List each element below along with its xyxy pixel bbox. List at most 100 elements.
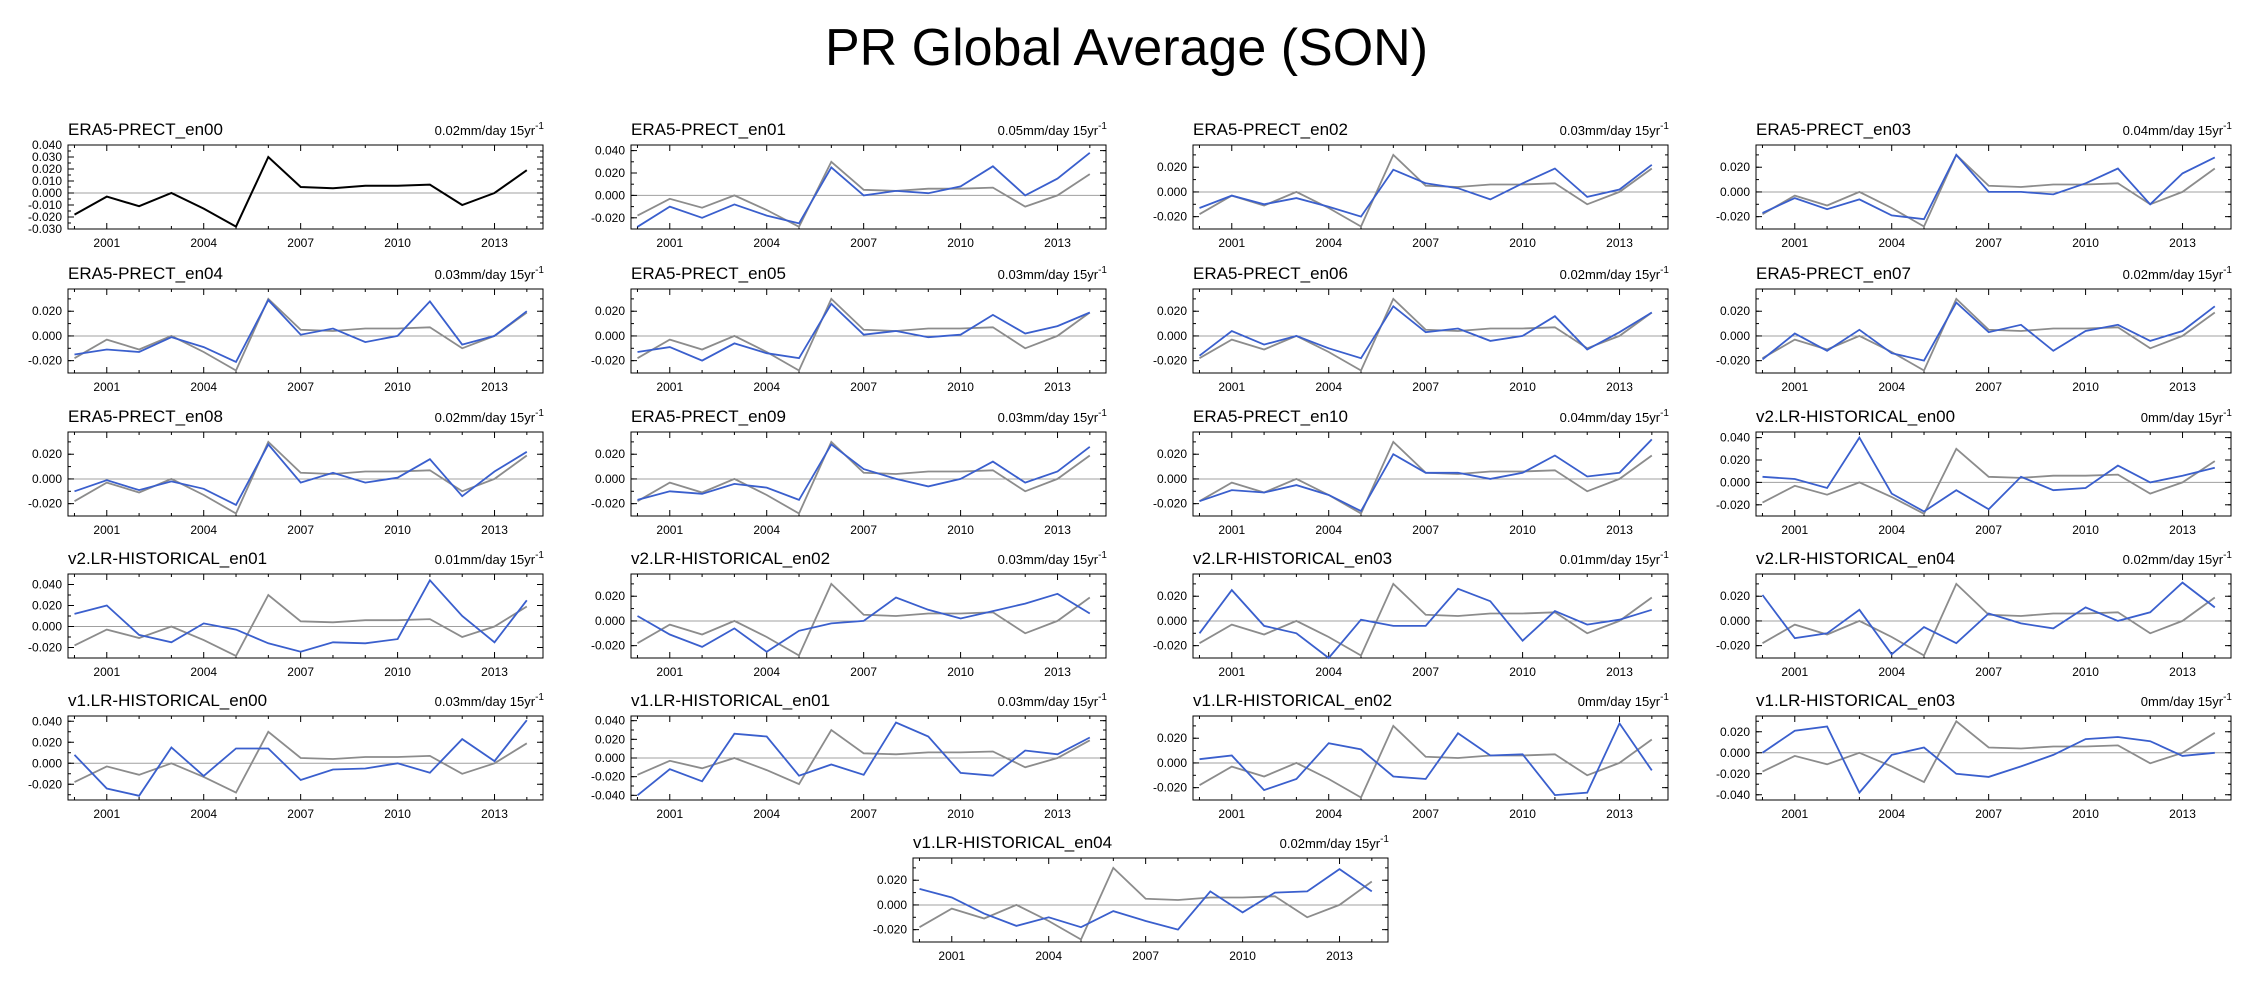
- x-tick-label: 2004: [190, 523, 217, 537]
- observed-series-line: [1762, 297, 2216, 372]
- panel-title: v2.LR-HISTORICAL_en03: [1193, 549, 1392, 568]
- x-tick-label: 2010: [1509, 236, 1536, 250]
- x-tick-label: 2001: [1781, 380, 1808, 394]
- panel-trend-label: 0mm/day 15yr-1: [1578, 692, 1670, 709]
- y-tick-label: 0.000: [595, 614, 625, 628]
- panel-title: ERA5-PRECT_en10: [1193, 407, 1348, 426]
- y-tick-label: 0.000: [1157, 329, 1187, 343]
- panel-title: v1.LR-HISTORICAL_en00: [68, 691, 267, 710]
- x-tick-label: 2004: [753, 236, 780, 250]
- y-tick-label: 0.000: [1720, 746, 1750, 760]
- y-tick-label: 0.020: [32, 447, 62, 461]
- plot-frame: [1192, 288, 1669, 374]
- observed-series-line: [1199, 724, 1653, 799]
- y-tick-label: 0.020: [595, 166, 625, 180]
- x-tick-label: 2004: [1315, 380, 1342, 394]
- x-tick-label: 2004: [1315, 807, 1342, 821]
- x-tick-label: 2013: [481, 380, 508, 394]
- x-tick-label: 2013: [2169, 380, 2196, 394]
- plot-frame: [67, 715, 544, 801]
- x-tick-label: 2010: [947, 236, 974, 250]
- panel: v2.LR-HISTORICAL_en02 0.03mm/day 15yr-1 0.…: [591, 549, 1107, 679]
- x-tick-label: 2007: [1132, 949, 1159, 963]
- observed-series-line: [74, 155, 528, 228]
- model-series-line: [1198, 304, 1653, 360]
- x-tick-label: 2007: [1412, 380, 1439, 394]
- observed-series-line: [1762, 719, 2216, 784]
- x-tick-label: 2010: [2072, 665, 2099, 679]
- x-tick-label: 2001: [1218, 665, 1245, 679]
- x-tick-label: 2007: [1412, 236, 1439, 250]
- panel-title: v1.LR-HISTORICAL_en01: [631, 691, 830, 710]
- x-tick-label: 2007: [1412, 665, 1439, 679]
- model-series-line: [74, 298, 528, 364]
- x-tick-label: 2013: [481, 523, 508, 537]
- x-tick-label: 2010: [947, 807, 974, 821]
- panel-title: v2.LR-HISTORICAL_en01: [68, 549, 267, 568]
- x-tick-label: 2001: [93, 807, 120, 821]
- x-tick-label: 2007: [287, 523, 314, 537]
- y-tick-label: 0.000: [1720, 185, 1750, 199]
- y-tick-label: -0.040: [1716, 788, 1750, 802]
- y-tick-label: 0.000: [32, 472, 62, 486]
- x-tick-label: 2001: [1781, 807, 1808, 821]
- plot-frame: [1755, 573, 2232, 659]
- x-tick-label: 2010: [2072, 807, 2099, 821]
- panel: ERA5-PRECT_en09 0.03mm/day 15yr-1 0.020 0.0…: [591, 407, 1107, 537]
- panel-trend-label: 0.04mm/day 15yr-1: [2123, 121, 2233, 138]
- x-tick-label: 2001: [1781, 665, 1808, 679]
- panel-title: ERA5-PRECT_en03: [1756, 120, 1911, 139]
- panel-trend-label: 0mm/day 15yr-1: [2141, 408, 2233, 425]
- model-series-line: [1761, 301, 2216, 362]
- model-series-line: [919, 868, 1373, 931]
- y-tick-label: 0.020: [32, 599, 62, 613]
- y-tick-label: 0.000: [877, 898, 907, 912]
- y-tick-label: 0.040: [32, 578, 62, 592]
- panel-trend-label: 0.02mm/day 15yr-1: [1280, 834, 1390, 851]
- y-tick-label: 0.020: [1720, 160, 1750, 174]
- observed-series-line: [637, 582, 1091, 657]
- panel-title: ERA5-PRECT_en00: [68, 120, 223, 139]
- x-tick-label: 2004: [753, 665, 780, 679]
- model-series-line: [1199, 438, 1653, 513]
- panel: ERA5-PRECT_en03 0.04mm/day 15yr-1 0.020 0.0…: [1716, 120, 2232, 250]
- panel-title: v1.LR-HISTORICAL_en04: [913, 833, 1112, 852]
- panel: v1.LR-HISTORICAL_en04 0.02mm/day 15yr-1 0.…: [873, 833, 1389, 963]
- x-tick-label: 2010: [384, 236, 411, 250]
- x-tick-label: 2001: [1218, 380, 1245, 394]
- x-tick-label: 2010: [2072, 523, 2099, 537]
- plot-frame: [67, 288, 544, 374]
- x-tick-label: 2001: [656, 380, 683, 394]
- y-tick-label: -0.020: [28, 210, 62, 224]
- x-tick-label: 2004: [190, 380, 217, 394]
- x-tick-label: 2001: [93, 236, 120, 250]
- panel: ERA5-PRECT_en07 0.02mm/day 15yr-1 0.020 0.0…: [1716, 264, 2232, 394]
- observed-series-line: [637, 440, 1091, 515]
- observed-series-line: [1199, 297, 1653, 372]
- y-tick-label: 0.020: [1720, 304, 1750, 318]
- panel-trend-label: 0.02mm/day 15yr-1: [2123, 550, 2233, 567]
- plot-frame: [1755, 715, 2232, 801]
- x-tick-label: 2010: [384, 380, 411, 394]
- panel-trend-label: 0.03mm/day 15yr-1: [1560, 121, 1670, 138]
- x-tick-label: 2001: [656, 665, 683, 679]
- x-tick-label: 2001: [1781, 236, 1808, 250]
- panel: v1.LR-HISTORICAL_en01 0.03mm/day 15yr-1 0.…: [591, 691, 1107, 821]
- panel: v2.LR-HISTORICAL_en01 0.01mm/day 15yr-1 0.…: [28, 549, 544, 679]
- x-tick-label: 2013: [2169, 523, 2196, 537]
- x-tick-label: 2013: [1606, 665, 1633, 679]
- y-tick-label: 0.000: [1157, 472, 1187, 486]
- y-tick-label: 0.030: [32, 150, 62, 164]
- model-series-line: [1761, 581, 2216, 656]
- y-tick-label: 0.040: [595, 144, 625, 158]
- y-tick-label: -0.020: [1716, 767, 1750, 781]
- y-tick-label: -0.020: [1153, 781, 1187, 795]
- y-tick-label: 0.020: [595, 447, 625, 461]
- y-tick-label: -0.020: [1716, 354, 1750, 368]
- x-tick-label: 2004: [1315, 665, 1342, 679]
- y-tick-label: 0.040: [32, 138, 62, 152]
- x-tick-label: 2007: [287, 236, 314, 250]
- panel-title: ERA5-PRECT_en04: [68, 264, 223, 283]
- x-tick-label: 2013: [1326, 949, 1353, 963]
